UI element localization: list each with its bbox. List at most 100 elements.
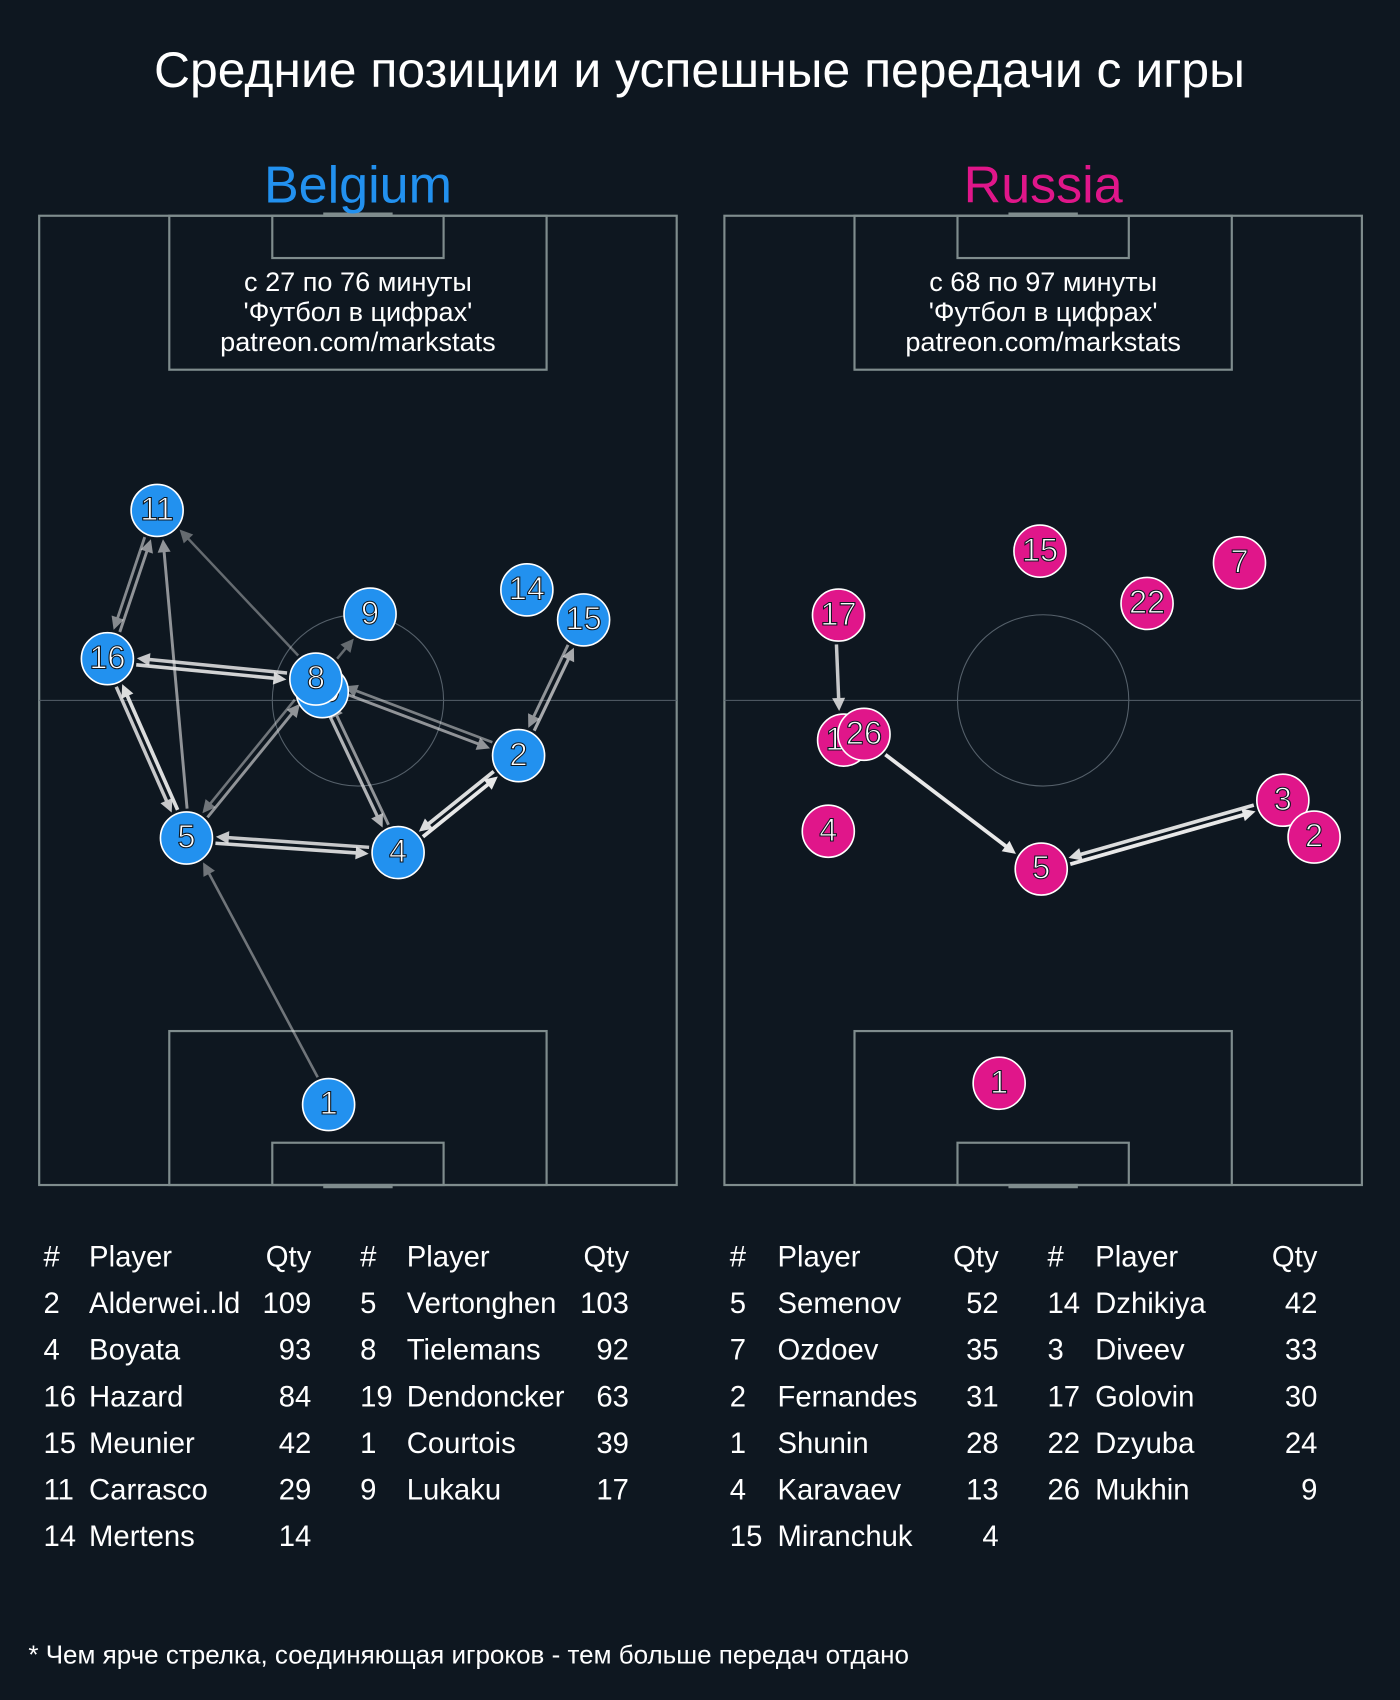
goal-area xyxy=(271,1141,445,1187)
table-cell: 15 xyxy=(44,1428,77,1460)
subtitle: с 68 по 97 минуты xyxy=(929,266,1157,297)
pass-arrow xyxy=(111,536,147,630)
player-number: 4 xyxy=(389,833,407,869)
player-marker xyxy=(159,811,214,865)
table-cell: 33 xyxy=(1285,1335,1318,1367)
table-cell: 2 xyxy=(44,1288,60,1320)
arrow-shaft xyxy=(206,869,319,1078)
table-cell: 42 xyxy=(279,1428,312,1460)
table-cell: 31 xyxy=(966,1381,999,1413)
pass-arrow xyxy=(336,638,354,660)
player-marker xyxy=(556,593,611,647)
table-cell: 109 xyxy=(262,1288,311,1320)
arrow-shaft xyxy=(224,835,370,850)
player-number: 11 xyxy=(140,491,174,527)
player-marker xyxy=(371,825,425,880)
arrow-head xyxy=(340,638,354,653)
arrow-shaft xyxy=(1069,811,1248,866)
pass-arrow xyxy=(206,703,300,819)
arrow-shaft xyxy=(530,644,570,721)
arrow-head xyxy=(1241,808,1256,822)
player-marker xyxy=(1256,773,1310,828)
arrow-shaft xyxy=(123,691,180,811)
table-cell: 3 xyxy=(1047,1335,1063,1367)
table-cell: 2 xyxy=(730,1381,746,1413)
pass-arrow xyxy=(136,653,288,675)
subtitle: с 27 по 76 минуты xyxy=(244,266,472,297)
table-cell: 19 xyxy=(360,1381,393,1413)
player-number: 15 xyxy=(1022,532,1058,568)
table-cell: 14 xyxy=(1047,1288,1080,1320)
table-cell: 16 xyxy=(44,1381,77,1413)
player-marker xyxy=(1212,535,1267,590)
table-cell: 4 xyxy=(982,1521,998,1553)
subtitle: 'Футбол в цифрах' xyxy=(929,296,1158,327)
table-cell: 103 xyxy=(580,1288,629,1320)
player-number: 5 xyxy=(1032,850,1050,886)
table-cell: 35 xyxy=(966,1335,999,1367)
arrow-head xyxy=(272,671,287,685)
table-cell: 63 xyxy=(596,1381,629,1413)
arrow-head xyxy=(203,862,215,877)
goal-area xyxy=(956,1141,1130,1187)
arrow-head xyxy=(215,831,230,845)
team-name: Belgium xyxy=(264,156,452,214)
title: Средние позиции и успешные передачи с иг… xyxy=(154,42,1245,98)
arrow-head xyxy=(121,684,134,699)
arrow-shaft xyxy=(206,709,296,819)
table-header: # xyxy=(1047,1241,1064,1273)
arrow-head xyxy=(1001,840,1016,854)
player-marker xyxy=(1014,842,1069,896)
table-cell: Courtois xyxy=(407,1428,516,1460)
table-cell: Semenov xyxy=(778,1288,902,1320)
player-marker xyxy=(837,707,891,762)
player-marker xyxy=(130,483,184,538)
table-header: # xyxy=(730,1241,747,1273)
table-cell: Lukaku xyxy=(407,1475,501,1507)
table-cell: 24 xyxy=(1285,1428,1318,1460)
arrow-shaft xyxy=(333,711,390,826)
player-number: 15 xyxy=(566,601,602,637)
arrow-shaft xyxy=(424,770,495,828)
player-marker xyxy=(500,563,554,617)
arrow-head xyxy=(140,539,153,554)
player-marker xyxy=(1287,810,1341,864)
pass-arrow xyxy=(215,831,370,850)
pass-arrow xyxy=(203,862,319,1078)
table-cell: Dzhikiya xyxy=(1095,1288,1206,1320)
table-cell: Vertonghen xyxy=(407,1288,557,1320)
player-number: 1 xyxy=(990,1064,1008,1100)
player-marker xyxy=(289,652,343,706)
pitch: с 27 по 76 минуты'Футбол в цифрах'patreo… xyxy=(38,212,678,1189)
player-marker xyxy=(80,631,135,686)
arrow-head xyxy=(832,697,846,712)
table-header: Qty xyxy=(953,1241,999,1273)
arrow-shaft xyxy=(206,698,296,808)
table-cell: 42 xyxy=(1285,1288,1318,1320)
subtitle: patreon.com/markstats xyxy=(220,326,496,357)
table-cell: Diveev xyxy=(1095,1335,1185,1367)
subtitle: 'Футбол в цифрах' xyxy=(244,296,473,327)
table-cell: Golovin xyxy=(1095,1381,1194,1413)
player-number: 2 xyxy=(510,736,528,772)
arrow-shaft xyxy=(145,657,288,675)
pass-arrow xyxy=(528,644,570,728)
table-cell: 9 xyxy=(360,1475,376,1507)
pass-arrow xyxy=(121,684,180,811)
table-cell: Karavaev xyxy=(778,1475,902,1507)
table-cell: Tielemans xyxy=(407,1335,541,1367)
player-number: 4 xyxy=(819,812,837,848)
player-number: 2 xyxy=(1305,818,1323,854)
pass-arrow xyxy=(1069,808,1256,866)
arrow-head xyxy=(179,529,194,544)
player-marker xyxy=(1120,576,1174,631)
table-cell: 8 xyxy=(360,1335,376,1367)
footnote: * Чем ярче стрелка, соединяющая игроков … xyxy=(28,1640,909,1670)
goal-area xyxy=(271,214,445,260)
table-cell: Fernandes xyxy=(778,1381,918,1413)
arrow-head xyxy=(371,812,383,828)
player-number: 5 xyxy=(177,819,195,855)
arrow-shaft xyxy=(341,691,483,747)
table-cell: 93 xyxy=(279,1335,312,1367)
